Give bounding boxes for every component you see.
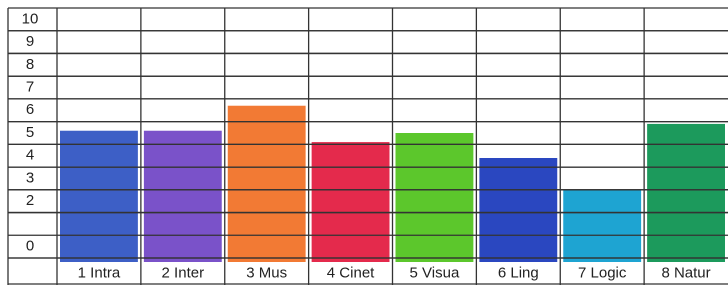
y-tick-label: 4 xyxy=(26,147,34,164)
x-tick-label: 5 Visua xyxy=(410,264,460,281)
bar xyxy=(60,131,138,262)
bar xyxy=(228,106,306,262)
x-tick-label: 6 Ling xyxy=(498,264,539,281)
x-tick-label: 1 Intra xyxy=(78,264,121,281)
x-tick-label: 2 Inter xyxy=(162,264,205,281)
bar xyxy=(479,158,557,262)
x-tick-label: 4 Cinet xyxy=(327,264,375,281)
y-tick-label: 6 xyxy=(26,101,34,118)
y-tick-label: 7 xyxy=(26,79,34,96)
y-tick-label: 2 xyxy=(26,192,34,209)
x-tick-label: 8 Natur xyxy=(661,264,710,281)
y-tick-label: 10 xyxy=(22,10,39,27)
bar xyxy=(563,190,641,262)
y-tick-label: 0 xyxy=(26,238,34,255)
y-tick-label: 5 xyxy=(26,124,34,141)
y-tick-label: 8 xyxy=(26,56,34,73)
bar xyxy=(396,133,474,262)
x-tick-label: 7 Logic xyxy=(578,264,627,281)
y-tick-label: 3 xyxy=(26,169,34,186)
bar xyxy=(312,142,390,262)
page: 0 2 3 4 5 6 7 8 9 10 1 Intra 2 Inter 3 Mus 4 Cinet 5 V… xyxy=(0,0,728,287)
x-tick-label: 3 Mus xyxy=(246,264,287,281)
y-tick-label: 9 xyxy=(26,33,34,50)
bar xyxy=(144,131,222,262)
chart: 0 2 3 4 5 6 7 8 9 10 1 Intra 2 Inter 3 Mus 4 Cinet 5 V… xyxy=(0,0,728,287)
